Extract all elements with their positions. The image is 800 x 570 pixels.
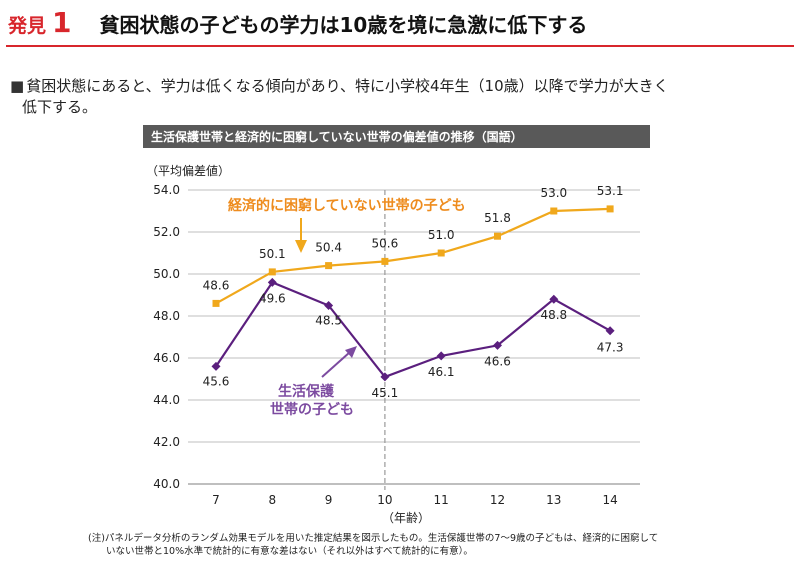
data-label-non-poor-3: 50.6 <box>372 236 399 250</box>
series-line-non-poor <box>215 207 611 305</box>
series-line-welfare <box>215 281 611 379</box>
marker-non-poor-1 <box>268 268 276 276</box>
x-tick-label-6: 13 <box>546 493 561 507</box>
y-tick-label-1: 42.0 <box>153 435 180 449</box>
data-label-welfare-6: 48.8 <box>540 308 567 322</box>
x-tick-label-2: 9 <box>325 493 333 507</box>
y-tick-label-5: 50.0 <box>153 267 180 281</box>
footnote-line-1: (注)パネルデータ分析のランダム効果モデルを用いた推定結果を図示したもの。生活保… <box>88 533 659 544</box>
data-label-non-poor-1: 50.1 <box>259 247 286 261</box>
heading-prefix: 発見 <box>8 15 47 37</box>
marker-non-poor-6 <box>550 207 558 215</box>
marker-welfare-4 <box>436 351 446 361</box>
heading-rule <box>6 45 794 47</box>
data-label-welfare-7: 47.3 <box>597 341 624 355</box>
x-tick-label-1: 8 <box>268 493 276 507</box>
series-label-welfare-line-1: 生活保護 <box>278 383 335 400</box>
y-tick-label-7: 54.0 <box>153 183 180 197</box>
x-tick-label-4: 11 <box>434 493 449 507</box>
marker-non-poor-0 <box>212 299 220 307</box>
x-tick-label-3: 10 <box>377 493 392 507</box>
data-label-non-poor-2: 50.4 <box>315 241 342 255</box>
data-label-welfare-0: 45.6 <box>203 374 230 388</box>
data-label-non-poor-7: 53.1 <box>597 184 624 198</box>
data-label-non-poor-6: 53.0 <box>540 186 567 200</box>
chart-title: 生活保護世帯と経済的に困窮していない世帯の偏差値の推移（国語） <box>151 129 523 144</box>
marker-welfare-7 <box>605 326 615 336</box>
chart-title-bar <box>143 125 650 148</box>
marker-non-poor-5 <box>494 232 501 240</box>
heading-title: 貧困状態の子どもの学力は10歳を境に急激に低下する <box>99 13 588 37</box>
data-label-welfare-1: 49.6 <box>259 291 286 305</box>
marker-non-poor-3 <box>381 257 389 265</box>
footnote-line-2: いない世帯と10%水準で統計的に有意な差はない（それ以外はすべて統計的に有意）。 <box>106 546 473 557</box>
x-axis-label: （年齢） <box>382 510 430 525</box>
arrow-welfare-icon <box>321 346 357 378</box>
series-label-non-poor: 経済的に困窮していない世帯の子ども <box>228 197 466 214</box>
data-label-welfare-5: 46.6 <box>484 354 511 368</box>
marker-welfare-6 <box>549 294 559 304</box>
y-tick-label-0: 40.0 <box>153 477 180 491</box>
footnote: (注)パネルデータ分析のランダム効果モデルを用いた推定結果を図示したもの。生活保… <box>88 532 768 558</box>
data-label-non-poor-5: 51.8 <box>484 211 511 225</box>
marker-welfare-2 <box>324 301 334 310</box>
marker-non-poor-4 <box>437 249 445 257</box>
marker-welfare-0 <box>211 361 221 371</box>
lead-line-2: 低下する。 <box>22 98 98 116</box>
lead-text: ■ 貧困状態にあると、学力は低くなる傾向があり、特に小学校4年生（10歳）以降で学… <box>10 76 790 118</box>
x-tick-label-0: 7 <box>212 493 220 507</box>
marker-non-poor-7 <box>606 205 614 213</box>
marker-welfare-5 <box>493 340 502 350</box>
arrow-non-poor-icon <box>295 218 307 253</box>
data-label-welfare-2: 48.5 <box>315 314 342 328</box>
lead-bullet: ■ <box>10 77 25 95</box>
series-label-welfare-line-2: 世帯の子ども <box>270 401 354 418</box>
x-tick-label-5: 12 <box>490 493 505 507</box>
y-tick-label-3: 46.0 <box>153 351 180 365</box>
x-tick-label-7: 14 <box>602 493 617 507</box>
heading: 発見 1 貧困状態の子どもの学力は10歳を境に急激に低下する <box>8 6 792 44</box>
data-label-welfare-4: 46.1 <box>428 365 455 379</box>
heading-number: 1 <box>52 6 72 39</box>
lead-line-1: 貧困状態にあると、学力は低くなる傾向があり、特に小学校4年生（10歳）以降で学力… <box>26 77 669 95</box>
data-label-non-poor-4: 51.0 <box>428 228 455 242</box>
y-tick-label-2: 44.0 <box>153 393 180 407</box>
y-axis-label: （平均偏差値） <box>146 163 230 178</box>
marker-welfare-3 <box>380 372 390 382</box>
marker-welfare-1 <box>267 277 277 287</box>
data-label-welfare-3: 45.1 <box>372 386 399 400</box>
data-label-non-poor-0: 48.6 <box>203 278 230 292</box>
y-tick-label-6: 52.0 <box>153 225 180 239</box>
marker-non-poor-2 <box>325 262 333 270</box>
y-tick-label-4: 48.0 <box>153 309 180 323</box>
